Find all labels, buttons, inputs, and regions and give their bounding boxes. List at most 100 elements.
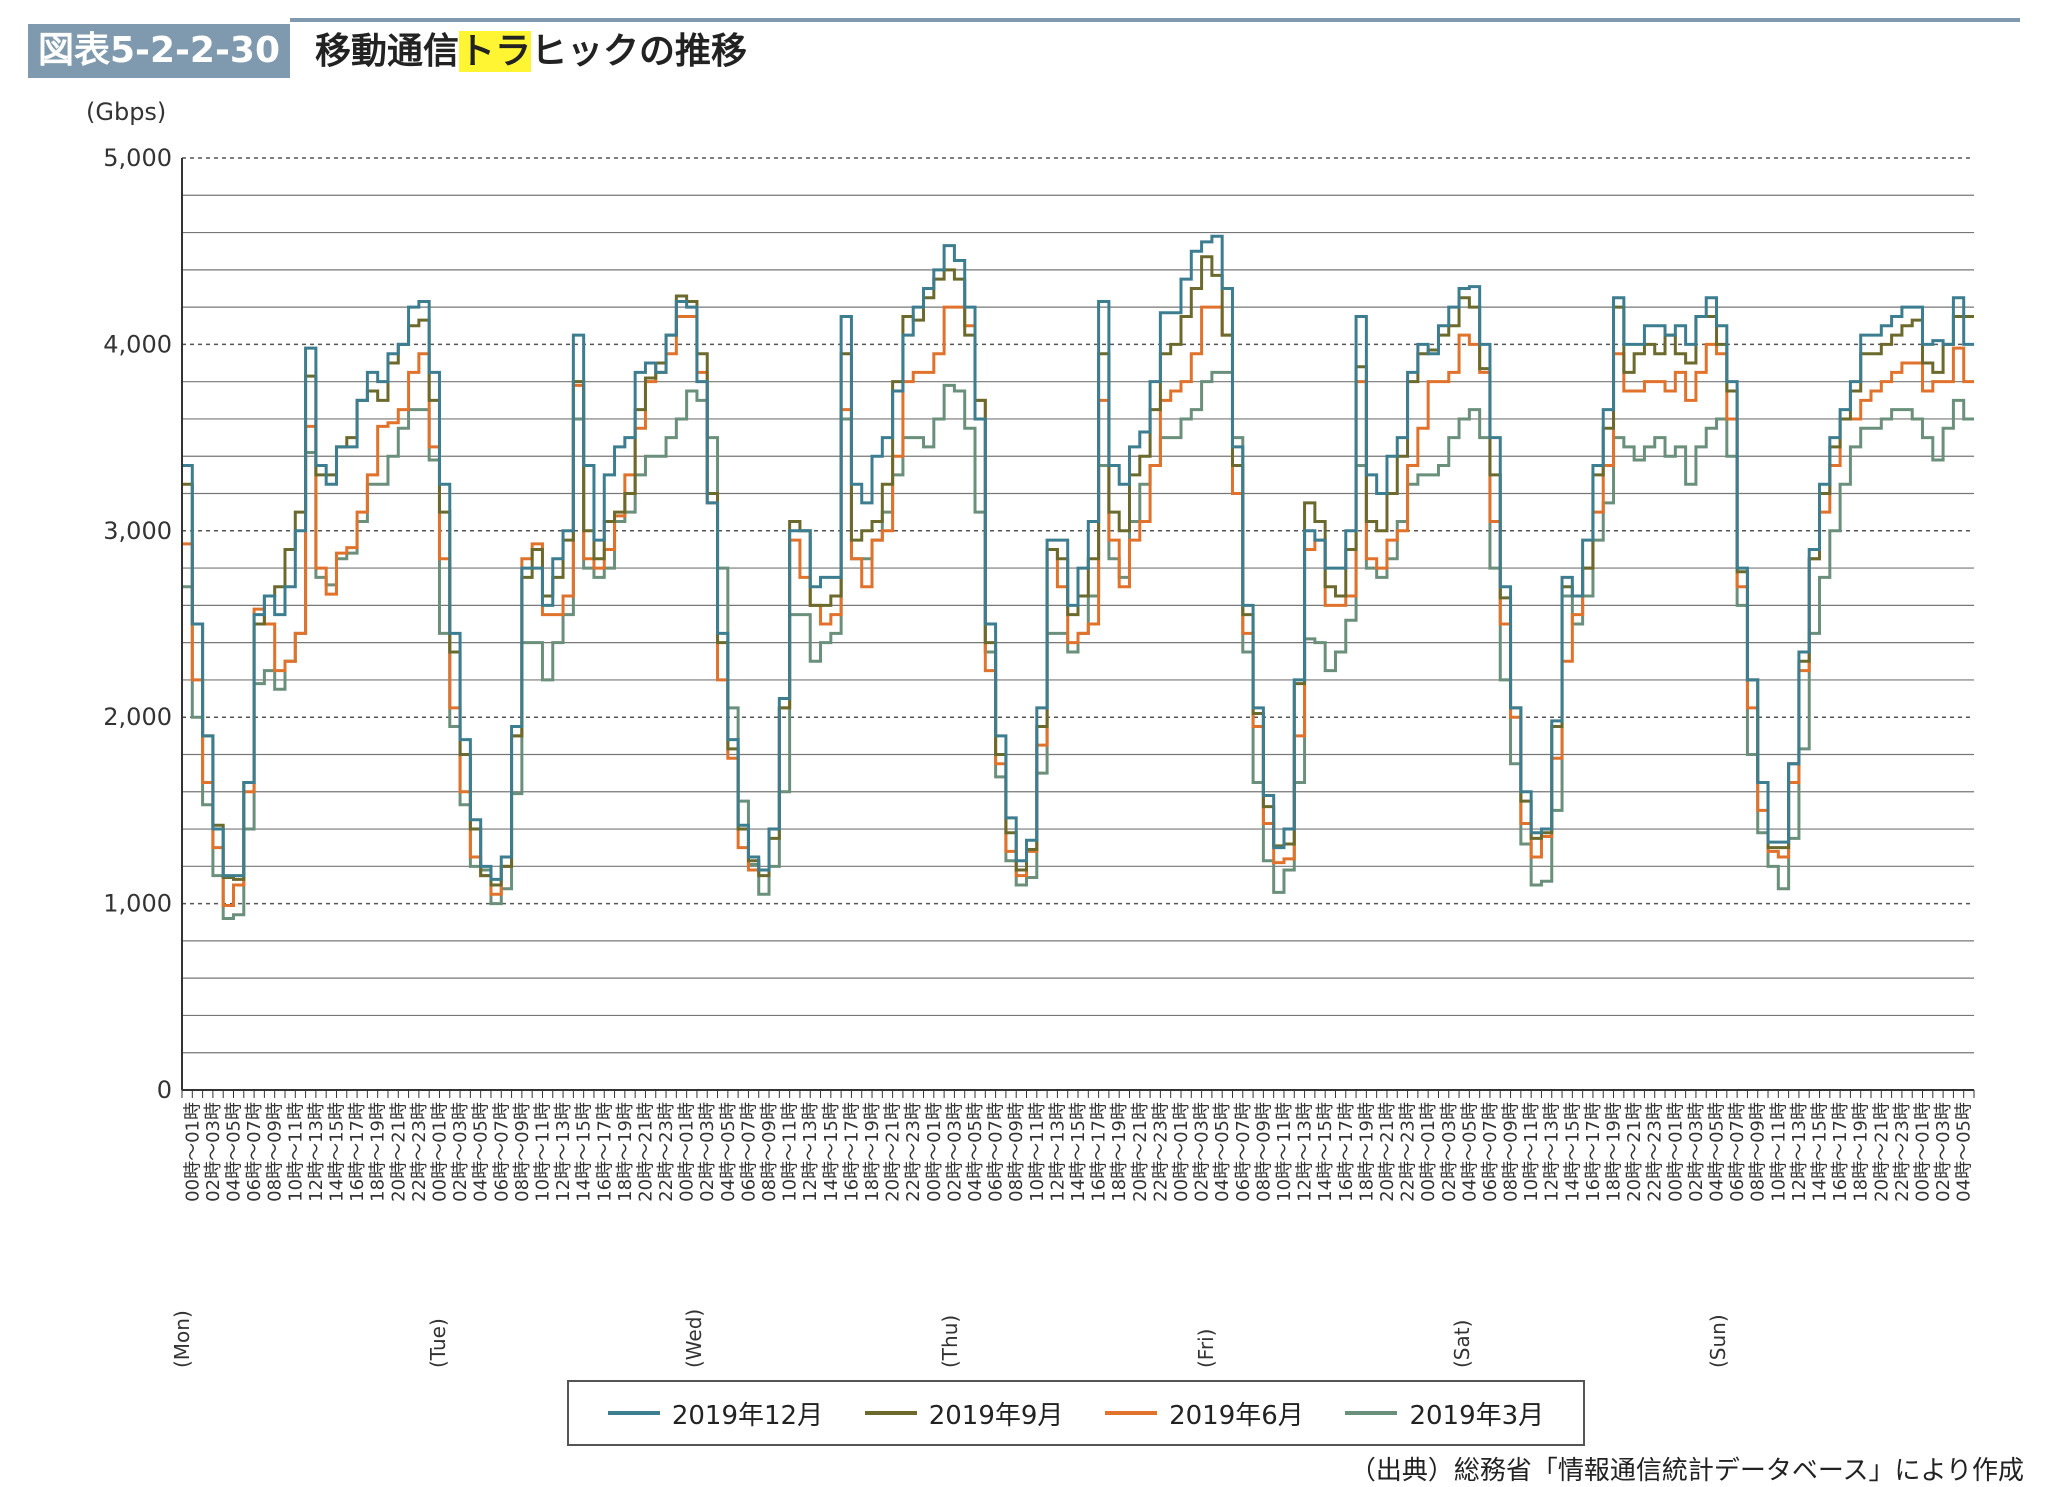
x-hour-label: 04時～05時 bbox=[1459, 1102, 1480, 1202]
legend-swatch bbox=[864, 1411, 917, 1415]
x-hour-label: 02時～03時 bbox=[1192, 1102, 1213, 1202]
x-hour-label: 18時～19時 bbox=[1109, 1102, 1130, 1202]
figure-label: 図表5-2-2-30 bbox=[28, 24, 290, 78]
legend-item: 2019年6月 bbox=[1105, 1395, 1304, 1432]
x-hour-label: 20時～21時 bbox=[883, 1102, 904, 1202]
chart-title: 移動通信トラヒックの推移 bbox=[315, 28, 747, 76]
title-part-1: 移動通信 bbox=[315, 31, 460, 72]
x-hour-label: 12時～13時 bbox=[1047, 1102, 1068, 1202]
x-hour-label: 10時～11時 bbox=[1768, 1102, 1789, 1202]
x-hour-label: 14時～15時 bbox=[574, 1102, 595, 1202]
x-hour-label: 06時～07時 bbox=[1233, 1102, 1254, 1202]
x-hour-label: 08時～09時 bbox=[1006, 1102, 1027, 1202]
x-hour-label: 16時～17時 bbox=[1583, 1102, 1604, 1202]
x-hour-label: 14時～15時 bbox=[1562, 1102, 1583, 1202]
legend-swatch bbox=[1345, 1411, 1398, 1415]
source-note: （出典）総務省「情報通信統計データベース」により作成 bbox=[1349, 1456, 2024, 1486]
legend-swatch bbox=[607, 1411, 660, 1415]
x-hour-label: 18時～19時 bbox=[1851, 1102, 1872, 1202]
x-hour-label: 08時～09時 bbox=[512, 1102, 533, 1202]
x-day-label: (Thu) bbox=[938, 1315, 962, 1368]
x-hour-label: 02時～03時 bbox=[1686, 1102, 1707, 1202]
legend-swatch bbox=[1105, 1411, 1158, 1415]
x-hour-label: 04時～05時 bbox=[718, 1102, 739, 1202]
x-hour-label: 02時～03時 bbox=[203, 1102, 224, 1202]
x-hour-label: 08時～09時 bbox=[1253, 1102, 1274, 1202]
x-hour-label: 14時～15時 bbox=[1810, 1102, 1831, 1202]
x-hour-label: 22時～23時 bbox=[656, 1102, 677, 1202]
y-tick-label: 0 bbox=[157, 1076, 172, 1104]
x-hour-label: 20時～21時 bbox=[1624, 1102, 1645, 1202]
x-hour-label: 06時～07時 bbox=[1480, 1102, 1501, 1202]
x-hour-label: 14時～15時 bbox=[821, 1102, 842, 1202]
x-hour-label: 00時～01時 bbox=[677, 1102, 698, 1202]
x-hour-label: 18時～19時 bbox=[1604, 1102, 1625, 1202]
x-hour-label: 20時～21時 bbox=[635, 1102, 656, 1202]
legend-label: 2019年6月 bbox=[1169, 1400, 1304, 1431]
x-hour-label: 10時～11時 bbox=[780, 1102, 801, 1202]
title-part-highlight: トラ bbox=[459, 31, 532, 72]
x-hour-label: 14時～15時 bbox=[1068, 1102, 1089, 1202]
x-day-labels: (Mon) (Tue) (Wed) (Thu) (Fri) (Sat) (Sun) bbox=[170, 1309, 1730, 1368]
x-hour-label: 16時～17時 bbox=[841, 1102, 862, 1202]
x-hour-label: 22時～23時 bbox=[903, 1102, 924, 1202]
y-ticks: 0 1,000 2,000 3,000 4,000 5,000 bbox=[103, 144, 172, 1104]
x-hour-label: 22時～23時 bbox=[1150, 1102, 1171, 1202]
y-axis-label: (Gbps) bbox=[86, 98, 166, 126]
x-hour-label: 22時～23時 bbox=[1645, 1102, 1666, 1202]
x-hour-label: 02時～03時 bbox=[1439, 1102, 1460, 1202]
x-hour-label: 06時～07時 bbox=[1727, 1102, 1748, 1202]
x-hour-label: 08時～09時 bbox=[265, 1102, 286, 1202]
legend-label: 2019年9月 bbox=[928, 1400, 1064, 1431]
y-tick-label: 1,000 bbox=[103, 890, 172, 918]
x-hour-label: 06時～07時 bbox=[986, 1102, 1007, 1202]
legend-label: 2019年12月 bbox=[671, 1400, 824, 1431]
x-hour-label: 04時～05時 bbox=[1954, 1102, 1975, 1202]
y-tick-label: 3,000 bbox=[103, 517, 172, 545]
x-hour-label: 20時～21時 bbox=[1130, 1102, 1151, 1202]
x-hour-label: 16時～17時 bbox=[347, 1102, 368, 1202]
series-line bbox=[182, 255, 1974, 887]
x-hour-label: 00時～01時 bbox=[1171, 1102, 1192, 1202]
x-day-label: (Sat) bbox=[1450, 1320, 1474, 1368]
x-hour-label: 08時～09時 bbox=[1501, 1102, 1522, 1202]
x-hour-label: 04時～05時 bbox=[224, 1102, 245, 1202]
legend-item: 2019年3月 bbox=[1345, 1395, 1544, 1432]
x-hour-label: 16時～17時 bbox=[1336, 1102, 1357, 1202]
x-hour-label: 08時～09時 bbox=[1748, 1102, 1769, 1202]
x-hour-label: 10時～11時 bbox=[1274, 1102, 1295, 1202]
title-part-3: ヒックの推移 bbox=[531, 31, 748, 72]
x-hour-label: 12時～13時 bbox=[553, 1102, 574, 1202]
x-hour-labels: 00時～01時 02時～03時 04時～05時 06時～07時 08時～09時 10時～1… bbox=[182, 1102, 1974, 1202]
x-hour-label: 00時～01時 bbox=[924, 1102, 945, 1202]
x-hour-label: 00時～01時 bbox=[182, 1102, 203, 1202]
x-day-label: (Mon) bbox=[170, 1310, 194, 1368]
x-hour-label: 20時～21時 bbox=[388, 1102, 409, 1202]
axes bbox=[181, 158, 1975, 1098]
title-rule bbox=[290, 18, 2020, 22]
x-hour-label: 06時～07時 bbox=[491, 1102, 512, 1202]
x-hour-label: 00時～01時 bbox=[1665, 1102, 1686, 1202]
x-day-label: (Wed) bbox=[682, 1309, 706, 1368]
x-hour-label: 16時～17時 bbox=[1830, 1102, 1851, 1202]
x-hour-label: 10時～11時 bbox=[1521, 1102, 1542, 1202]
x-hour-label: 14時～15時 bbox=[327, 1102, 348, 1202]
x-hour-label: 22時～23時 bbox=[1892, 1102, 1913, 1202]
legend-item: 2019年12月 bbox=[607, 1395, 824, 1432]
series-lines bbox=[182, 234, 1974, 921]
x-hour-label: 20時～21時 bbox=[1871, 1102, 1892, 1202]
x-hour-label: 16時～17時 bbox=[594, 1102, 615, 1202]
x-hour-label: 16時～17時 bbox=[1089, 1102, 1110, 1202]
x-hour-label: 04時～05時 bbox=[1707, 1102, 1728, 1202]
x-hour-label: 02時～03時 bbox=[697, 1102, 718, 1202]
y-tick-label: 5,000 bbox=[103, 144, 172, 172]
x-hour-label: 04時～05時 bbox=[965, 1102, 986, 1202]
x-hour-label: 12時～13時 bbox=[800, 1102, 821, 1202]
x-hour-label: 22時～23時 bbox=[1398, 1102, 1419, 1202]
series-line bbox=[182, 234, 1974, 881]
x-hour-label: 02時～03時 bbox=[944, 1102, 965, 1202]
x-hour-label: 18時～19時 bbox=[368, 1102, 389, 1202]
x-hour-label: 10時～11時 bbox=[1027, 1102, 1048, 1202]
x-hour-label: 04時～05時 bbox=[471, 1102, 492, 1202]
